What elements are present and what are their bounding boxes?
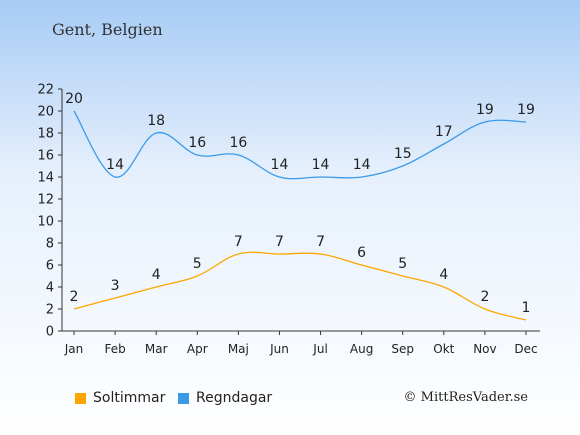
legend-swatch-rain — [178, 392, 189, 404]
legend-item-rain: Regndagar — [178, 390, 272, 406]
y-tick-label: 4 — [46, 281, 54, 296]
data-label-rain: 14 — [271, 157, 289, 173]
data-label-rain: 19 — [476, 102, 494, 118]
x-tick-label: Dec — [514, 342, 537, 356]
y-tick-label: 2 — [46, 303, 54, 318]
y-tick-label: 8 — [46, 237, 54, 252]
y-tick-label: 6 — [46, 259, 54, 274]
data-label-sun: 1 — [522, 300, 531, 316]
x-tick-label: Jan — [64, 342, 84, 356]
x-tick-label: Apr — [187, 342, 208, 356]
credit-text: © MittResVader.se — [403, 390, 528, 405]
y-tick-label: 22 — [37, 83, 54, 98]
data-label-rain: 14 — [353, 157, 371, 173]
x-tick-label: Sep — [391, 342, 414, 356]
data-label-sun: 4 — [152, 267, 161, 283]
data-label-sun: 6 — [357, 245, 366, 261]
series-layer — [73, 110, 527, 321]
data-label-sun: 2 — [480, 289, 489, 305]
y-tick-label: 14 — [37, 171, 54, 186]
data-label-rain: 17 — [435, 124, 453, 140]
legend-label-sun: Soltimmar — [93, 390, 166, 406]
data-label-rain: 15 — [394, 146, 412, 162]
series-line-sun — [73, 251, 527, 321]
data-label-sun: 4 — [439, 267, 448, 283]
data-label-sun: 5 — [398, 256, 407, 272]
data-label-sun: 7 — [234, 234, 243, 250]
y-tick-label: 0 — [46, 325, 54, 340]
y-tick-label: 10 — [37, 215, 54, 230]
data-label-rain: 16 — [229, 135, 247, 151]
series-line-rain — [73, 110, 527, 180]
y-tick-label: 20 — [37, 105, 54, 120]
data-label-rain: 19 — [517, 102, 535, 118]
x-tick-label: Maj — [228, 342, 249, 356]
y-tick-label: 12 — [37, 193, 54, 208]
x-tick-label: Feb — [104, 342, 125, 356]
x-tick-label: Mar — [145, 342, 168, 356]
y-tick-label: 16 — [37, 149, 54, 164]
x-tick-label: Jun — [269, 342, 289, 356]
x-tick-label: Jul — [312, 342, 327, 356]
legend-item-sun: Soltimmar — [75, 390, 165, 406]
data-label-sun: 5 — [193, 256, 202, 272]
legend-swatch-sun — [75, 392, 86, 404]
data-labels: 2 3 4 5 7 7 7 6 5 4 2 1 20 14 18 16 16 14 14 14 15 17 19 19 — [65, 91, 535, 316]
chart-title: Gent, Belgien — [52, 20, 163, 39]
legend-label-rain: Regndagar — [196, 390, 273, 406]
x-tick-label: Okt — [433, 342, 454, 356]
data-label-sun: 3 — [111, 278, 120, 294]
x-tick-label: Nov — [473, 342, 496, 356]
x-tick-label: Aug — [350, 342, 373, 356]
data-label-sun: 2 — [70, 289, 79, 305]
data-label-rain: 20 — [65, 91, 83, 107]
data-label-rain: 16 — [188, 135, 206, 151]
data-label-sun: 7 — [316, 234, 325, 250]
data-label-rain: 14 — [312, 157, 330, 173]
data-label-sun: 7 — [275, 234, 284, 250]
data-label-rain: 14 — [106, 157, 124, 173]
y-tick-label: 18 — [37, 127, 54, 142]
data-label-rain: 18 — [147, 113, 165, 129]
